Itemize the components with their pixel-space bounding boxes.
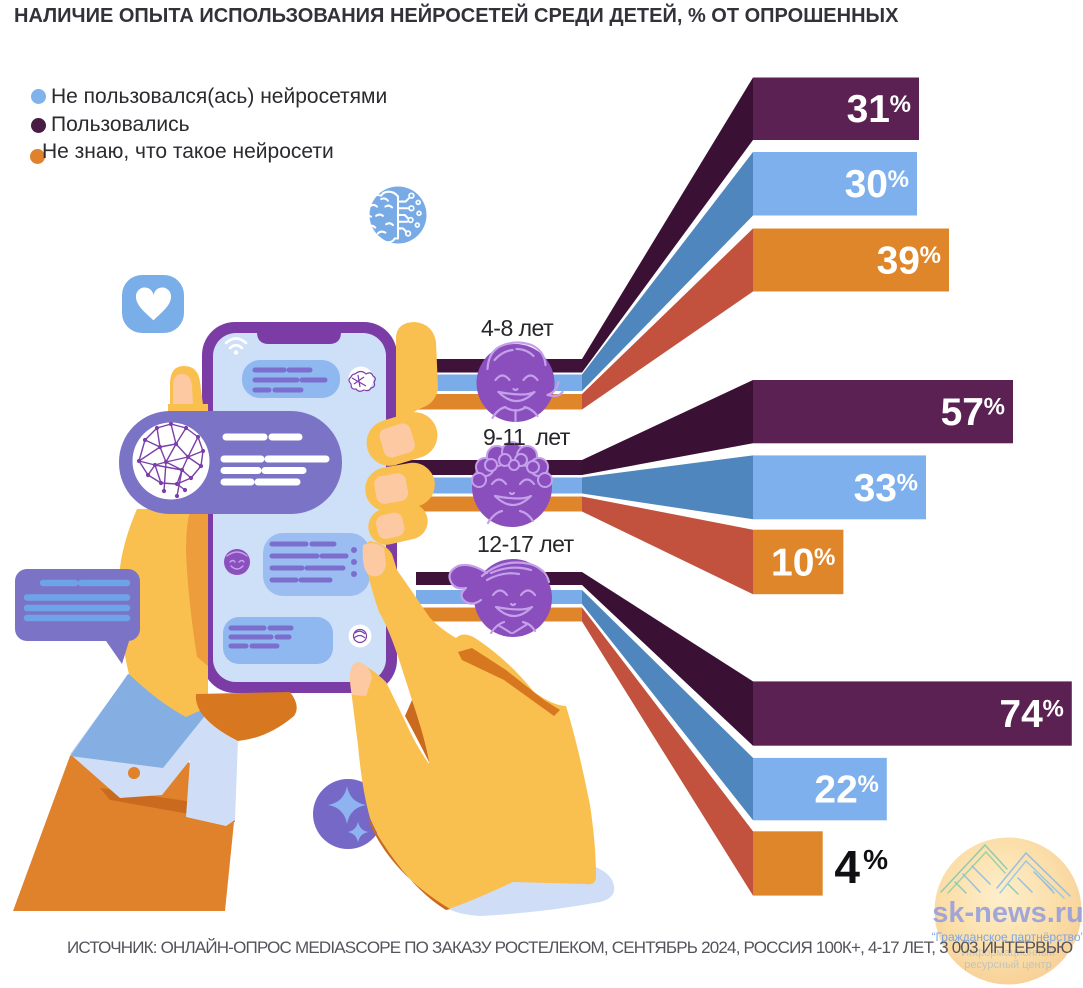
svg-text:ресурсный центр: ресурсный центр: [964, 959, 1051, 971]
svg-text:57: 57: [941, 391, 984, 434]
svg-text:sk-news.ru: sk-news.ru: [932, 897, 1083, 929]
svg-text:%: %: [863, 844, 888, 875]
svg-text:31: 31: [847, 88, 890, 131]
svg-text:74: 74: [999, 693, 1043, 736]
svg-text:Информационный: Информационный: [961, 947, 1055, 959]
svg-text:39: 39: [877, 240, 920, 283]
svg-text:4: 4: [834, 841, 860, 893]
svg-text:%: %: [897, 469, 918, 496]
svg-text:10: 10: [771, 542, 814, 585]
svg-text:30: 30: [845, 163, 888, 206]
svg-text:%: %: [890, 91, 911, 118]
svg-text:%: %: [888, 166, 909, 193]
svg-text:“Гражданское партнёрство”: “Гражданское партнёрство”: [931, 930, 1083, 944]
svg-text:%: %: [1042, 696, 1063, 723]
svg-text:%: %: [857, 771, 878, 798]
svg-text:22: 22: [814, 769, 857, 812]
svg-text:%: %: [920, 242, 941, 269]
svg-text:33: 33: [854, 467, 897, 510]
svg-text:%: %: [814, 544, 835, 571]
svg-text:%: %: [984, 394, 1005, 421]
